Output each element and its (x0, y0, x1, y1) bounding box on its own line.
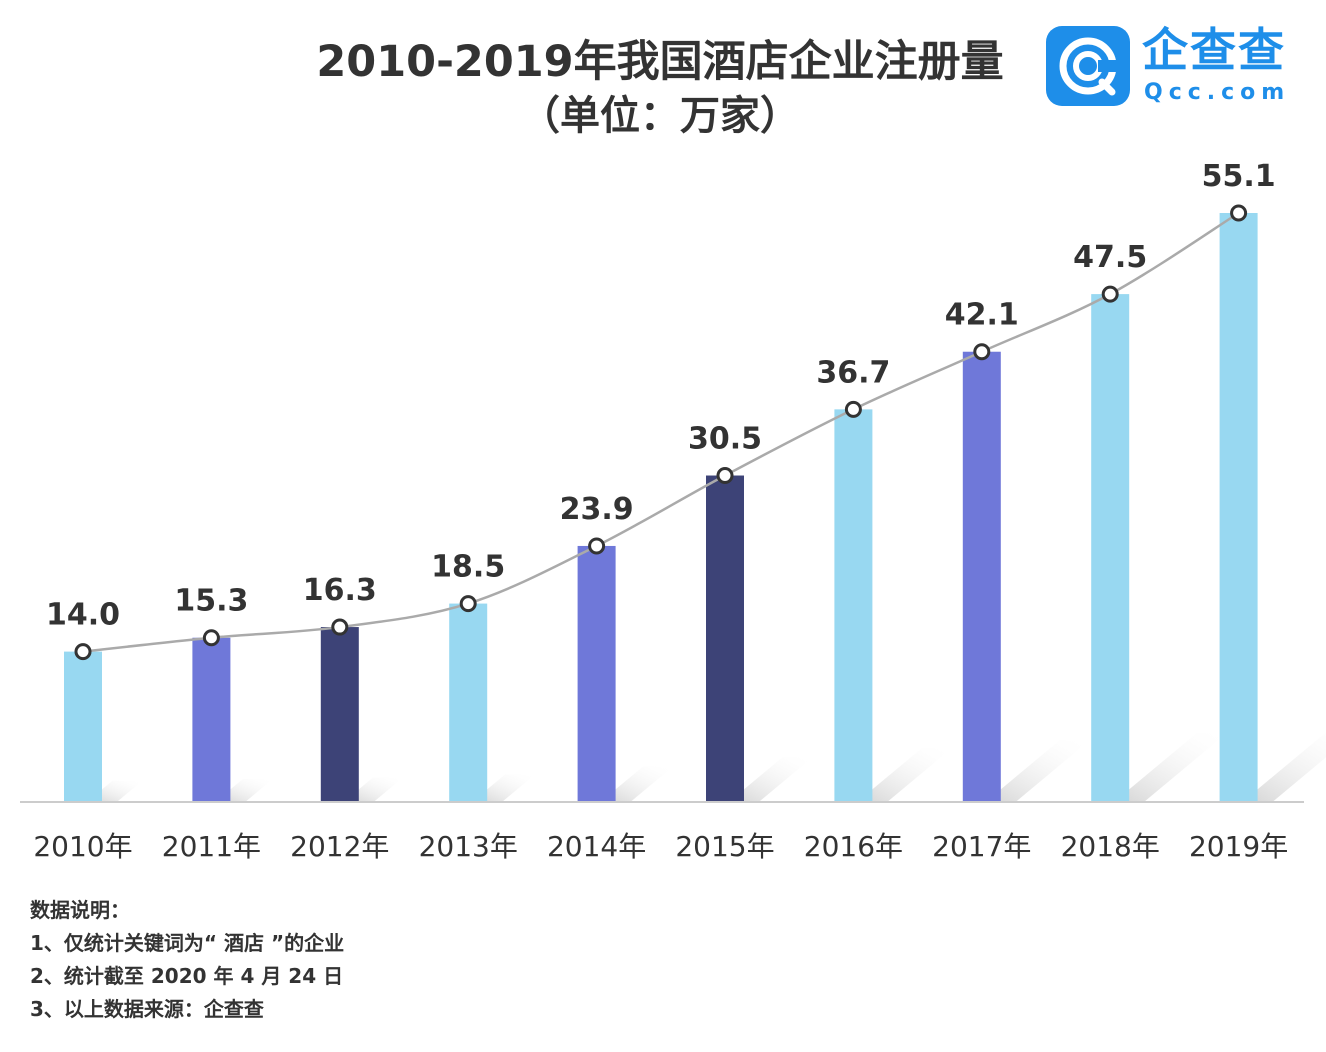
note-item: 3、以上数据来源：企查查 (30, 997, 264, 1021)
value-label: 18.5 (431, 550, 505, 585)
value-label: 15.3 (174, 584, 248, 619)
bar-shadow (216, 778, 273, 801)
bar (320, 627, 359, 801)
chart-title: 2010-2019年我国酒店企业注册量 (316, 37, 1004, 87)
note-item: 2、统计截至 2020 年 4 月 24 日 (30, 964, 344, 988)
line-marker (973, 343, 991, 361)
qcc-logo: 企查查 Qcc.com (1046, 24, 1306, 108)
x-tick-label: 2019年 (1189, 830, 1288, 863)
line-marker (844, 400, 862, 418)
bar-shadow (730, 757, 813, 801)
chart-unit: （单位：万家） (520, 93, 800, 139)
bar-shadow (858, 748, 952, 801)
x-tick-label: 2012年 (290, 830, 389, 863)
x-tick-label: 2013年 (419, 830, 518, 863)
x-tick-label: 2018年 (1061, 830, 1160, 863)
value-label: 55.1 (1202, 159, 1276, 194)
value-label: 30.5 (688, 422, 762, 457)
line-marker (331, 618, 349, 636)
line-marker (202, 629, 220, 647)
bar (706, 475, 744, 801)
value-label: 14.0 (46, 598, 120, 633)
bar-shadow (473, 774, 536, 801)
line-marker (459, 595, 477, 613)
bar (449, 603, 488, 801)
value-label: 42.1 (945, 298, 1019, 333)
bar-shadow (986, 740, 1090, 801)
bar (1219, 213, 1258, 801)
bar (962, 351, 1001, 801)
bar-shadow (1115, 732, 1228, 801)
line-marker (716, 467, 734, 485)
x-tick-label: 2014年 (547, 830, 646, 863)
x-tick-label: 2010年 (33, 830, 132, 863)
logo-name-en: Qcc.com (1144, 80, 1291, 105)
value-label: 16.3 (303, 573, 377, 608)
bar (577, 545, 616, 801)
bar-shadow (344, 777, 403, 801)
value-label: 36.7 (816, 355, 890, 390)
value-label: 23.9 (560, 492, 634, 527)
bar (192, 637, 231, 801)
line-marker (74, 643, 92, 661)
bar-shadow (601, 766, 673, 801)
line-marker (1101, 285, 1119, 303)
notes-heading: 数据说明： (30, 898, 130, 922)
bar (1091, 294, 1130, 801)
bar (64, 651, 102, 801)
bar-shadow (1243, 732, 1326, 801)
x-tick-label: 2011年 (162, 830, 261, 863)
x-tick-label: 2017年 (932, 830, 1031, 863)
x-tick-label: 2016年 (804, 830, 903, 863)
logo-name-cn: 企查查 (1142, 23, 1286, 77)
x-tick-label: 2015年 (675, 830, 774, 863)
qcc-logo-icon (1046, 26, 1130, 106)
line-marker (1230, 204, 1248, 222)
line-marker (588, 537, 606, 555)
note-item: 1、仅统计关键词为“ 酒店 ”的企业 (30, 931, 345, 955)
data-notes: 数据说明： 1、仅统计关键词为“ 酒店 ”的企业 2、统计截至 2020 年 4… (30, 894, 730, 1026)
value-label: 47.5 (1073, 240, 1147, 275)
chart-title-block: 2010-2019年我国酒店企业注册量 （单位：万家） (210, 34, 1110, 142)
bar (834, 409, 873, 801)
trend-line (82, 211, 1240, 653)
